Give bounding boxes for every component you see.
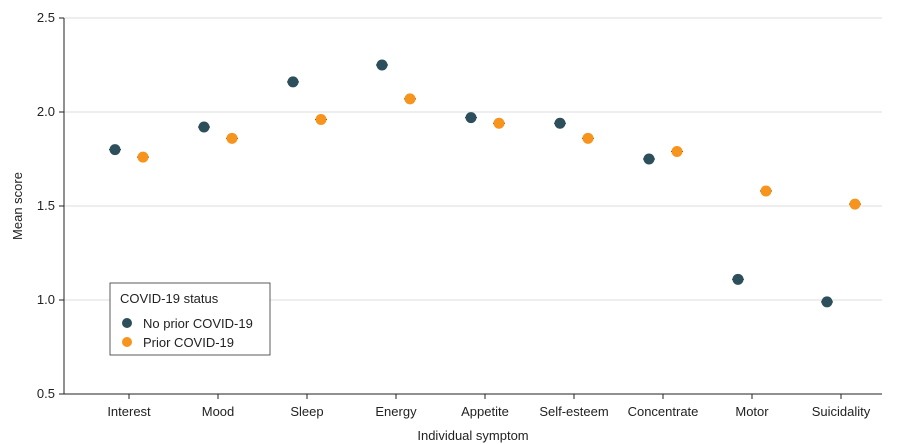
legend-marker-prior <box>122 337 132 347</box>
y-tick-label: 0.5 <box>37 386 55 401</box>
data-point <box>109 144 121 156</box>
x-tick-label: Suicidality <box>812 404 871 419</box>
legend-label-no-prior: No prior COVID-19 <box>143 316 253 331</box>
y-tick-label: 1.0 <box>37 292 55 307</box>
data-point <box>404 93 416 105</box>
data-point <box>849 198 861 210</box>
x-tick-label: Motor <box>735 404 769 419</box>
data-point <box>493 117 505 129</box>
x-tick-label: Interest <box>107 404 151 419</box>
x-tick-label: Self-esteem <box>539 404 608 419</box>
data-points <box>109 59 861 308</box>
x-axis-title: Individual symptom <box>417 428 528 443</box>
x-tick-label: Appetite <box>461 404 509 419</box>
data-point <box>287 76 299 88</box>
y-tick-label: 2.0 <box>37 104 55 119</box>
legend-label-prior: Prior COVID-19 <box>143 335 234 350</box>
data-point <box>137 151 149 163</box>
data-point <box>376 59 388 71</box>
data-point <box>465 112 477 124</box>
legend-box <box>109 282 271 356</box>
data-point <box>643 153 655 165</box>
legend-title: COVID-19 status <box>120 291 219 306</box>
data-point <box>554 117 566 129</box>
data-point <box>198 121 210 133</box>
y-tick-label: 1.5 <box>37 198 55 213</box>
data-point <box>760 185 772 197</box>
x-ticks: Interest Mood Sleep Energy Appetite Self-este… <box>107 394 871 419</box>
y-tick-label: 2.5 <box>37 10 55 25</box>
y-axis-title: Mean score <box>10 172 25 240</box>
data-point <box>732 273 744 285</box>
x-tick-label: Mood <box>202 404 235 419</box>
data-point <box>671 145 683 157</box>
y-ticks: 0.5 1.0 1.5 2.0 2.5 <box>37 10 64 401</box>
data-point <box>582 132 594 144</box>
x-tick-label: Energy <box>375 404 417 419</box>
data-point <box>821 296 833 308</box>
legend-marker-no-prior <box>122 318 132 328</box>
x-tick-label: Sleep <box>290 404 323 419</box>
data-point <box>315 114 327 126</box>
legend: COVID-19 status No prior COVID-19 Prior … <box>109 282 271 356</box>
data-point <box>226 132 238 144</box>
x-tick-label: Concentrate <box>628 404 699 419</box>
